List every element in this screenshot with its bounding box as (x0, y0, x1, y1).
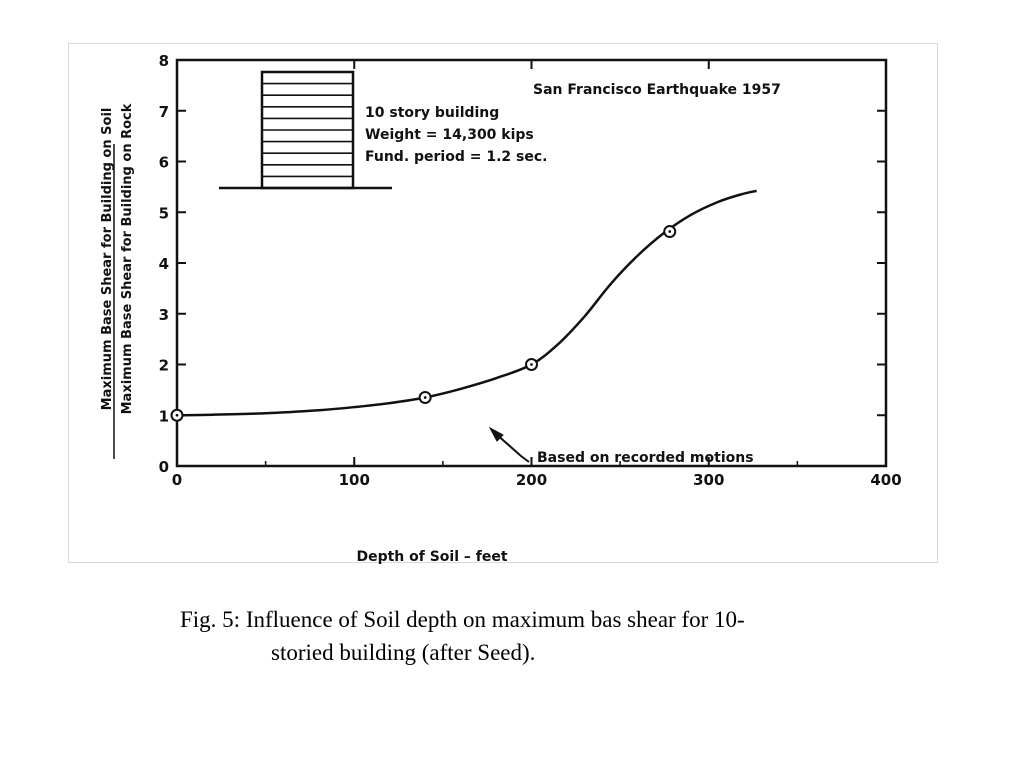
annotation-building-line1: 10 story building (365, 105, 499, 121)
data-points (170, 225, 677, 422)
y-axis-label-numerator: Maximum Base Shear for Building on Soil (100, 108, 115, 411)
annotation-event: San Francisco Earthquake 1957 (533, 82, 781, 98)
data-point-center (423, 396, 427, 399)
caption-line-1: Fig. 5: Influence of Soil depth on maxim… (180, 607, 745, 632)
caption-line-2: storied building (after Seed). (271, 640, 536, 665)
data-series (176, 189, 757, 417)
x-tick-label: 300 (693, 471, 724, 489)
y-tick-label: 2 (159, 357, 169, 375)
x-tick-label: 200 (516, 471, 547, 489)
y-tick-label: 1 (159, 407, 169, 425)
y-tick-label: 7 (159, 103, 169, 121)
data-point-center (175, 413, 179, 417)
y-axis-label-denominator: Maximum Base Shear for Building on Rock (120, 103, 135, 414)
annotation-arrow (494, 432, 530, 463)
annotation-arrowhead (488, 426, 504, 442)
y-ticks: 0 1 2 3 4 5 6 7 8 (159, 52, 886, 476)
x-tick-label: 100 (339, 471, 370, 489)
annotation-building-line3: Fund. period = 1.2 sec. (365, 149, 547, 165)
x-ticks: 0 100 200 300 400 (172, 60, 902, 489)
y-tick-label: 3 (159, 306, 169, 324)
y-tick-label: 5 (159, 204, 169, 222)
y-tick-label: 4 (159, 255, 169, 273)
y-tick-label: 8 (159, 52, 169, 70)
data-point-center (530, 363, 533, 366)
x-axis-label: Depth of Soil – feet (356, 549, 507, 564)
series-line (176, 189, 757, 417)
y-tick-label: 6 (159, 154, 169, 172)
building-diagram (219, 70, 392, 190)
figure-caption: Fig. 5: Influence of Soil depth on maxim… (180, 603, 920, 669)
plot-axes (175, 58, 888, 468)
y-tick-label: 0 (159, 458, 169, 476)
x-tick-label: 0 (172, 471, 182, 489)
x-tick-label: 400 (870, 471, 901, 489)
figure-frame: 0 100 200 300 400 0 1 2 3 4 5 6 7 8 San Francisco Ea… (68, 43, 938, 564)
annotation-building-line2: Weight = 14,300 kips (365, 127, 534, 143)
plot-frame (175, 58, 888, 468)
chart: 0 100 200 300 400 0 1 2 3 4 5 6 7 8 San Francisco Ea… (100, 52, 902, 564)
data-point-center (668, 230, 672, 233)
annotation-curve-note: Based on recorded motions (537, 450, 754, 466)
